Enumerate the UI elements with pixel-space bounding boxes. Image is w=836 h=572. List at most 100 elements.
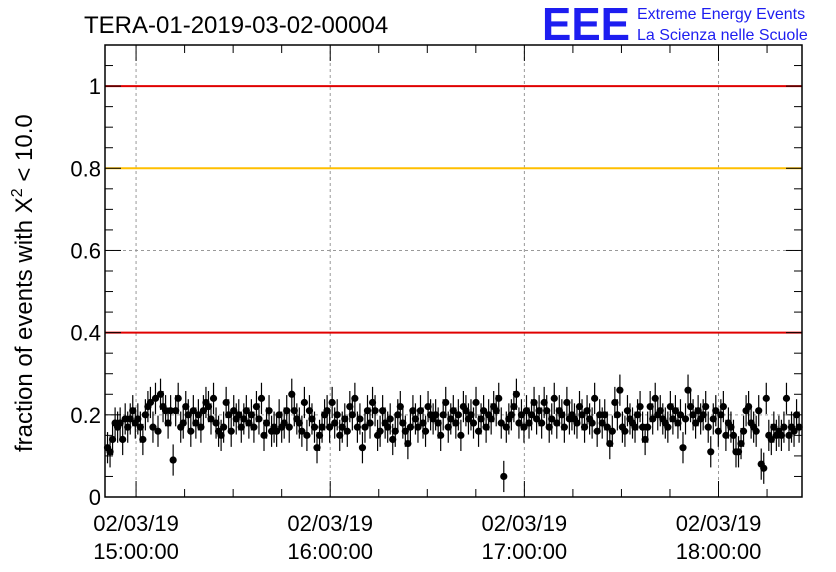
data-marker [442, 398, 450, 407]
data-marker [389, 435, 397, 444]
data-marker [363, 407, 372, 415]
data-point [371, 395, 379, 427]
data-marker [580, 423, 589, 431]
data-marker [151, 394, 160, 402]
data-marker [235, 411, 243, 419]
data-marker [328, 398, 336, 407]
data-point [396, 390, 404, 423]
data-point [664, 411, 672, 443]
data-marker [295, 419, 303, 427]
data-marker [141, 411, 149, 419]
data-point [207, 403, 215, 435]
data-marker [722, 431, 730, 439]
data-point [348, 399, 356, 431]
data-marker [247, 411, 255, 419]
data-marker [404, 439, 412, 448]
data-point [616, 374, 624, 406]
data-marker [510, 403, 518, 411]
data-marker [424, 403, 432, 411]
data-marker [719, 403, 727, 411]
data-point [386, 403, 394, 435]
data-marker [139, 435, 147, 444]
data-marker [558, 411, 566, 419]
data-point [310, 411, 319, 443]
data-marker [495, 394, 503, 402]
data-marker [767, 435, 775, 444]
data-marker [192, 419, 200, 427]
data-marker [146, 398, 155, 407]
data-marker [507, 411, 515, 419]
data-marker [734, 448, 743, 456]
data-marker [712, 407, 720, 415]
data-marker [452, 419, 460, 427]
data-marker [601, 411, 609, 419]
data-marker [348, 411, 356, 419]
data-point [782, 382, 791, 414]
data-point [591, 382, 599, 414]
data-marker [543, 407, 551, 415]
threshold-lines [105, 85, 802, 334]
data-marker [444, 423, 452, 431]
data-marker [336, 431, 344, 439]
data-marker [545, 423, 553, 431]
data-marker [217, 431, 225, 439]
data-marker [777, 431, 786, 439]
data-marker [260, 431, 268, 439]
data-marker [737, 439, 745, 448]
data-point [283, 395, 291, 427]
data-marker [164, 419, 172, 427]
data-point [543, 395, 551, 427]
data-point [500, 460, 508, 493]
data-point [250, 411, 258, 443]
data-point [139, 423, 147, 456]
data-marker [136, 423, 144, 431]
data-marker [548, 415, 556, 423]
data-marker [184, 411, 192, 419]
data-point [495, 382, 503, 414]
data-marker [502, 423, 510, 431]
data-point [351, 382, 359, 414]
data-point [497, 407, 505, 439]
data-point [651, 382, 659, 414]
data-point [376, 415, 384, 447]
data-marker [225, 411, 233, 419]
data-marker [310, 423, 319, 431]
data-marker [646, 403, 654, 411]
data-marker [432, 411, 440, 419]
data-point [512, 378, 521, 410]
data-marker [633, 411, 642, 419]
data-marker [704, 423, 712, 431]
data-point [548, 403, 556, 435]
data-point [762, 382, 770, 414]
x-tick-date: 02/03/19 [482, 511, 568, 536]
data-marker [477, 415, 485, 423]
data-marker [752, 427, 760, 435]
logo-mark: EEE [542, 0, 630, 50]
data-point [197, 411, 205, 443]
data-points [103, 374, 803, 493]
data-marker [588, 419, 596, 427]
data-marker [702, 403, 710, 411]
data-marker [780, 423, 788, 431]
data-marker [222, 398, 230, 407]
data-marker [156, 390, 165, 398]
data-marker [755, 407, 763, 415]
data-marker [512, 390, 521, 398]
data-marker [770, 423, 778, 431]
data-marker [467, 411, 475, 419]
data-marker [497, 419, 505, 427]
data-marker [717, 411, 725, 419]
data-marker [707, 448, 715, 456]
data-marker [257, 394, 266, 402]
data-point [187, 415, 195, 447]
data-marker [525, 419, 533, 427]
data-marker [578, 411, 586, 419]
data-marker [197, 423, 205, 431]
data-marker [414, 423, 422, 431]
data-marker [240, 415, 248, 423]
data-marker [681, 415, 690, 423]
data-marker [616, 386, 624, 394]
data-marker [399, 419, 407, 427]
data-marker [631, 423, 639, 431]
y-tick-label: 0.6 [70, 238, 101, 263]
